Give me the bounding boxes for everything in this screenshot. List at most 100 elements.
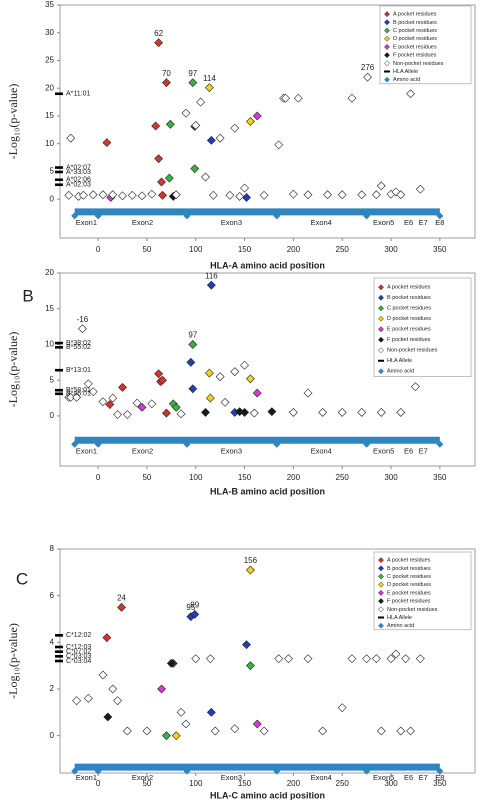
legend-label: C pocket residues [387, 306, 431, 312]
non-pocket-point [303, 654, 313, 664]
y-tick-label: 6 [50, 591, 55, 600]
hla-allele-label: A*02:03 [66, 182, 91, 189]
non-pocket-point [108, 684, 118, 694]
y-tick-label: 5 [50, 167, 55, 176]
legend-label: E pocket residues [393, 44, 437, 50]
legend-marker [384, 60, 390, 67]
legend-marker [378, 368, 384, 375]
legend-marker [378, 359, 384, 362]
pocket-point [102, 633, 112, 643]
x-tick-label: 200 [287, 245, 301, 254]
non-pocket-point [176, 707, 186, 717]
non-pocket-point [191, 120, 201, 130]
hla-allele-label: C*12:02 [66, 632, 91, 639]
legend-label: Amino acid [393, 77, 420, 83]
pocket-point [102, 138, 112, 148]
non-pocket-point [363, 72, 373, 82]
y-tick-label: 35 [45, 0, 54, 9]
non-pocket-point [66, 133, 76, 143]
exon-label: E7 [419, 773, 428, 782]
non-pocket-point [230, 724, 240, 734]
exon-boundary [273, 212, 281, 220]
non-pocket-point [142, 726, 152, 736]
panel-label: B [22, 286, 33, 305]
non-pocket-point [401, 654, 411, 664]
legend-label: HLA Allele [387, 615, 412, 621]
non-pocket-point [108, 190, 118, 200]
y-tick-label: 15 [45, 304, 54, 313]
x-tick-label: 250 [336, 245, 350, 254]
legend-label: Amino acid [387, 623, 414, 629]
legend-label: D pocket residues [387, 582, 431, 588]
pocket-point [162, 78, 171, 88]
non-pocket-point [196, 97, 206, 107]
pocket-point [154, 369, 164, 379]
non-pocket-point [411, 382, 420, 392]
non-pocket-point [288, 189, 298, 199]
y-axis-label: -Log₁₀(p-value) [6, 84, 20, 160]
pocket-point [242, 193, 251, 202]
pocket-point [118, 382, 127, 392]
hla-allele-label: C*12:03 [66, 644, 91, 651]
legend-label: F pocket residues [387, 337, 431, 343]
non-pocket-point [88, 190, 98, 200]
hla-allele-label: B*46:01 [66, 391, 91, 398]
pocket-point [240, 407, 249, 417]
exon-label: E8 [435, 773, 444, 782]
hla-allele-label: A*02:06 [66, 177, 91, 184]
pocket-point [190, 609, 200, 619]
pocket-point [206, 707, 216, 717]
non-pocket-point [147, 189, 157, 199]
point-annotation: 70 [162, 69, 171, 78]
exon-label: Exon3 [221, 218, 242, 227]
legend-label: D pocket residues [393, 36, 437, 42]
x-tick-label: 50 [142, 473, 151, 482]
non-pocket-point [347, 93, 357, 103]
legend-label: HLA Allele [393, 69, 418, 75]
hla-allele-bar [55, 166, 64, 169]
legend-marker [384, 70, 390, 73]
pocket-point [157, 177, 166, 187]
non-pocket-point [347, 654, 357, 664]
non-pocket-point [259, 190, 269, 200]
exon-label: Exon5 [373, 773, 394, 782]
pocket-point [245, 661, 255, 671]
non-pocket-point [376, 726, 386, 736]
hla-allele-bar [55, 183, 64, 187]
hla-allele-bar [55, 341, 64, 345]
legend-marker [378, 347, 384, 354]
non-pocket-point [406, 726, 415, 736]
x-tick-label: 350 [433, 245, 447, 254]
non-pocket-point [371, 654, 381, 664]
point-annotation: 114 [203, 74, 216, 83]
legend-marker [378, 294, 384, 301]
pocket-point [186, 357, 196, 367]
non-pocket-point [181, 108, 191, 118]
exon-label: Exon2 [132, 446, 153, 455]
point-annotation: 156 [244, 556, 258, 565]
pocket-point [245, 374, 255, 384]
point-annotation: 276 [361, 63, 375, 72]
non-pocket-point [274, 140, 284, 150]
legend-marker [384, 11, 390, 18]
plot-frame [59, 4, 476, 239]
exon-label: Exon3 [221, 446, 242, 455]
x-tick-label: 200 [287, 779, 301, 788]
legend-label: Non-pocket residues [393, 61, 444, 67]
non-pocket-point [406, 89, 415, 99]
legend-marker [378, 336, 384, 343]
hla-allele-label: B*55:02 [66, 344, 91, 351]
pocket-point [188, 78, 198, 88]
pocket-point [252, 719, 262, 729]
exon-label: Exon1 [76, 446, 97, 455]
legend-marker [384, 35, 390, 42]
non-pocket-point [259, 726, 269, 736]
point-annotation: 24 [117, 593, 126, 602]
non-pocket-point [122, 726, 132, 736]
non-pocket-point [318, 726, 328, 736]
non-pocket-point [415, 184, 425, 194]
x-tick-label: 100 [189, 779, 203, 788]
non-pocket-point [208, 190, 218, 200]
legend-marker [378, 622, 384, 629]
exon-boundary [273, 440, 281, 448]
